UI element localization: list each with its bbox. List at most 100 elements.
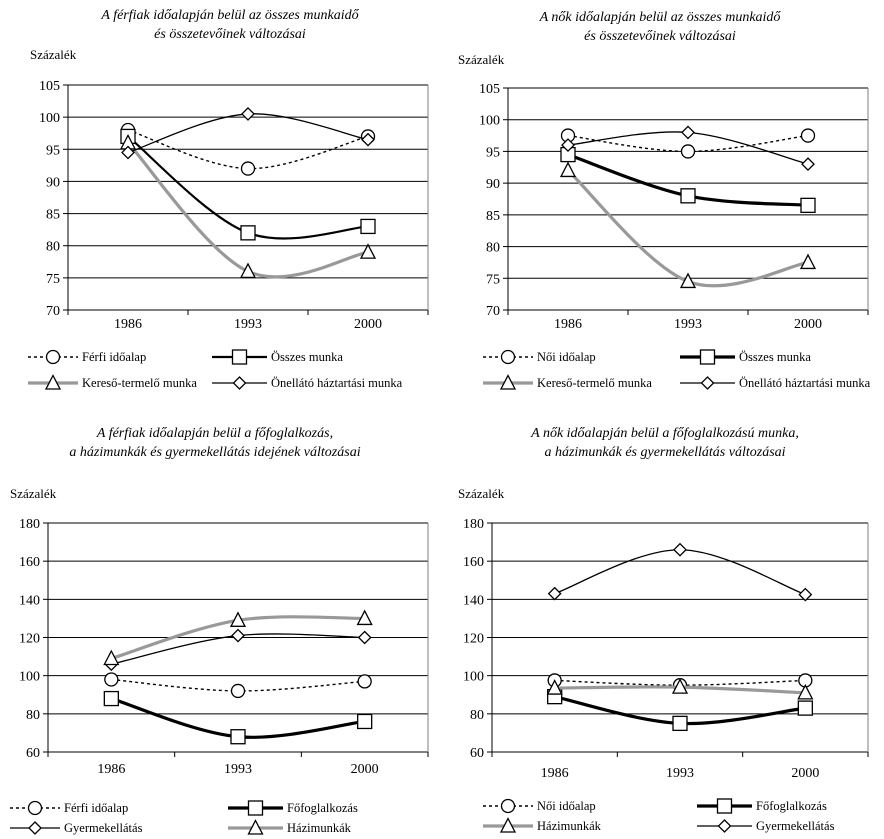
y-tick-label: 120 [463, 632, 484, 647]
legend-label: Főfoglalkozás [756, 799, 827, 813]
data-point-diamond [801, 157, 815, 172]
legend-entry: Gyermekellátás [697, 819, 835, 833]
data-point-square [240, 225, 256, 241]
legend-marker [500, 798, 516, 814]
y-tick-label: 90 [46, 175, 60, 190]
legend-marker [699, 349, 716, 365]
chart-title-line-1: A férfiak időalapján belül az összes mun… [101, 8, 359, 23]
series-1 [104, 672, 372, 699]
data-point-triangle [559, 161, 577, 178]
legend-label: Házimunkák [537, 819, 602, 833]
legend-marker [717, 819, 732, 833]
data-point-triangle [679, 272, 697, 289]
legend-entry: Kereső-termelő munka [28, 374, 197, 390]
legend-label: Összes munka [271, 350, 343, 364]
data-point-diamond [561, 138, 575, 153]
y-tick-label: 180 [19, 517, 40, 532]
data-point-square [357, 713, 373, 730]
x-tick-label: 1986 [541, 766, 569, 781]
legend-entry: Férfi időalap [28, 349, 146, 365]
data-point-square [360, 218, 376, 235]
series-3 [559, 161, 817, 289]
data-point-triangle [229, 611, 247, 627]
x-tick-label: 1993 [234, 317, 262, 332]
chart-title: A nők időalapján belül az összes munkaid… [460, 8, 860, 46]
data-point-circle [240, 161, 256, 176]
legend-entry: Összes munka [212, 349, 343, 365]
legend-label: Házimunkák [287, 821, 352, 835]
y-axis-label: Százalék [458, 52, 505, 67]
chart-title-line-1: A nők időalapján belül az összes munkaid… [539, 10, 781, 25]
legend-marker [232, 376, 247, 390]
x-tick-label: 1993 [224, 762, 252, 777]
data-point-triangle [546, 679, 563, 695]
y-tick-label: 100 [479, 114, 500, 129]
y-tick-label: 160 [463, 555, 484, 570]
legend-label: Összes munka [739, 350, 811, 364]
chart-title: A nők időalapján belül a főfoglalkozású … [455, 424, 875, 462]
chart-title-line-1: A nők időalapján belül a főfoglalkozású … [531, 426, 799, 441]
data-point-circle [680, 144, 696, 159]
y-axis-label: Százalék [10, 486, 57, 501]
legend-marker [716, 798, 733, 814]
legend-marker [247, 800, 264, 816]
data-point-circle [230, 683, 246, 699]
data-point-triangle [359, 243, 377, 259]
y-tick-label: 180 [463, 517, 484, 532]
legend-marker [499, 817, 517, 833]
series-4 [561, 125, 815, 172]
series-3 [546, 678, 814, 700]
legend-label: Férfi időalap [82, 350, 146, 364]
data-point-diamond [547, 586, 562, 601]
y-tick-label: 85 [486, 209, 500, 224]
data-point-triangle [103, 649, 120, 666]
legend-entry: Önellátó háztartási munka [212, 376, 403, 390]
y-tick-label: 85 [46, 208, 60, 223]
data-point-triangle [799, 253, 817, 270]
legend-marker [45, 349, 61, 365]
legend-entry: Gyermekellátás [10, 821, 143, 835]
y-axis-label: Százalék [458, 486, 505, 501]
x-tick-label: 1986 [114, 317, 142, 332]
x-tick-label: 1986 [554, 317, 582, 332]
legend-label: Női időalap [537, 350, 596, 364]
legend-entry: Női időalap [483, 349, 596, 365]
data-point-triangle [671, 678, 689, 694]
data-point-triangle [797, 683, 814, 700]
legend-entry: Főfoglalkozás [697, 798, 827, 814]
series-2 [103, 690, 373, 745]
legend-marker [44, 374, 62, 390]
data-point-circle [800, 128, 816, 143]
y-tick-label: 100 [463, 670, 484, 685]
data-point-diamond [231, 628, 245, 643]
y-tick-label: 140 [19, 593, 40, 608]
x-tick-label: 2000 [794, 317, 822, 332]
series-2 [560, 146, 816, 213]
legend-label: Női időalap [537, 799, 596, 813]
data-point-square [230, 729, 246, 745]
y-tick-label: 105 [479, 82, 500, 97]
legend-entry: Összes munka [680, 349, 811, 365]
data-point-diamond [121, 145, 135, 160]
y-tick-label: 80 [26, 708, 40, 723]
y-tick-label: 75 [46, 272, 60, 287]
legend-entry: Házimunkák [228, 819, 352, 835]
x-tick-label: 2000 [791, 766, 819, 781]
data-point-diamond [361, 132, 375, 147]
legend-entry: Házimunkák [483, 817, 602, 833]
legend-label: Gyermekellátás [756, 819, 835, 833]
x-tick-label: 2000 [351, 762, 379, 777]
data-point-square [680, 188, 696, 204]
data-point-diamond [241, 107, 255, 121]
chart-title-line-2: és összetevőinek változásai [154, 27, 306, 42]
legend-marker [700, 376, 715, 390]
y-tick-label: 70 [46, 304, 60, 319]
y-axis-label: Százalék [30, 47, 77, 62]
data-point-circle [104, 672, 119, 687]
y-tick-label: 70 [486, 304, 500, 319]
legend-entry: Férfi időalap [10, 800, 128, 816]
y-tick-label: 80 [486, 241, 500, 256]
